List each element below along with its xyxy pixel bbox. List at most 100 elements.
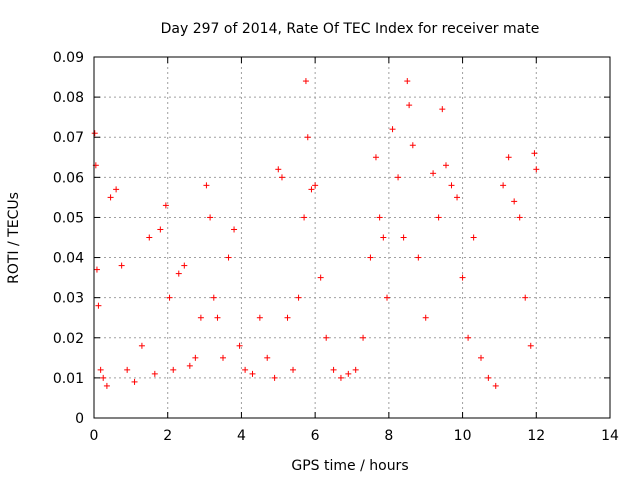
data-point [103, 382, 110, 389]
data-point [146, 234, 153, 241]
data-point [500, 182, 507, 189]
data-point [256, 314, 263, 321]
data-point [345, 370, 352, 377]
data-point [249, 370, 256, 377]
data-point [175, 270, 182, 277]
data-point [181, 262, 188, 269]
data-point [100, 374, 107, 381]
x-tick-label: 8 [384, 428, 393, 444]
data-point [302, 78, 309, 85]
y-tick-label: 0.04 [53, 251, 84, 267]
data-point [323, 334, 330, 341]
data-point [470, 234, 477, 241]
y-tick-label: 0.05 [53, 210, 84, 226]
data-point [317, 274, 324, 281]
x-tick-label: 2 [163, 428, 172, 444]
x-tick-label: 6 [311, 428, 320, 444]
data-point [107, 194, 114, 201]
data-point [442, 162, 449, 169]
y-axis-ticks: 0 0.01 0.02 0.03 0.04 0.05 0.06 0.07 0.08 0.09 [53, 50, 610, 427]
x-tick-label: 10 [454, 428, 472, 444]
data-point [97, 366, 104, 373]
y-tick-label: 0.01 [53, 371, 84, 387]
data-point [367, 254, 374, 261]
data-point [372, 154, 379, 161]
data-point [430, 170, 437, 177]
x-axis-label: GPS time / hours [291, 458, 408, 474]
data-point [533, 166, 540, 173]
data-point [214, 314, 221, 321]
data-point [422, 314, 429, 321]
data-point [330, 366, 337, 373]
data-point [304, 134, 311, 141]
grid-lines [94, 57, 610, 418]
data-point [439, 106, 446, 113]
data-point [157, 226, 164, 233]
data-point [415, 254, 422, 261]
data-point [236, 342, 243, 349]
data-point [295, 294, 302, 301]
y-tick-label: 0.06 [53, 170, 84, 186]
y-tick-label: 0.09 [53, 50, 84, 66]
x-tick-label: 4 [237, 428, 246, 444]
data-point [531, 150, 538, 157]
data-point [360, 334, 367, 341]
data-point [454, 194, 461, 201]
data-point [290, 366, 297, 373]
data-point [384, 294, 391, 301]
x-tick-label: 12 [527, 428, 545, 444]
data-point [170, 366, 177, 373]
data-point [478, 354, 484, 361]
data-point [404, 78, 411, 85]
data-point [435, 214, 442, 221]
data-point [312, 182, 319, 189]
y-tick-label: 0.08 [53, 90, 84, 106]
data-point [284, 314, 291, 321]
data-points [91, 78, 540, 389]
data-point [527, 342, 534, 349]
data-point [210, 294, 217, 301]
data-point [459, 274, 466, 281]
data-point [308, 186, 315, 193]
chart-title: Day 297 of 2014, Rate Of TEC Index for r… [161, 21, 540, 37]
data-point [264, 354, 271, 361]
data-point [118, 262, 125, 269]
data-point [131, 378, 138, 385]
data-point [352, 366, 359, 373]
data-point [465, 334, 472, 341]
data-point [93, 266, 100, 273]
data-point [485, 374, 492, 381]
data-point [301, 214, 308, 221]
data-point [138, 342, 145, 349]
data-point [492, 382, 499, 389]
data-point [91, 130, 98, 137]
x-axis-ticks: 0 2 4 6 8 10 12 14 [90, 57, 619, 444]
data-point [124, 366, 131, 373]
data-point [448, 182, 455, 189]
y-tick-label: 0.02 [53, 331, 84, 347]
data-point [337, 374, 344, 381]
data-point [409, 142, 416, 149]
data-point [395, 174, 402, 181]
y-axis-label: ROTI / TECUs [6, 192, 22, 284]
plot-frame [93, 56, 611, 419]
data-point [192, 354, 199, 361]
data-point [162, 202, 169, 209]
data-point [275, 166, 282, 173]
data-point [400, 234, 407, 241]
data-point [278, 174, 285, 181]
data-point [511, 198, 518, 205]
x-tick-label: 14 [601, 428, 619, 444]
data-point [231, 226, 238, 233]
data-point [389, 126, 396, 133]
data-point [220, 354, 226, 361]
data-point [207, 214, 214, 221]
data-point [151, 370, 158, 377]
data-point [242, 366, 249, 373]
x-tick-label: 0 [90, 428, 99, 444]
y-tick-label: 0.03 [53, 291, 84, 307]
data-point [113, 186, 120, 193]
data-point [380, 234, 387, 241]
data-point [271, 374, 278, 381]
